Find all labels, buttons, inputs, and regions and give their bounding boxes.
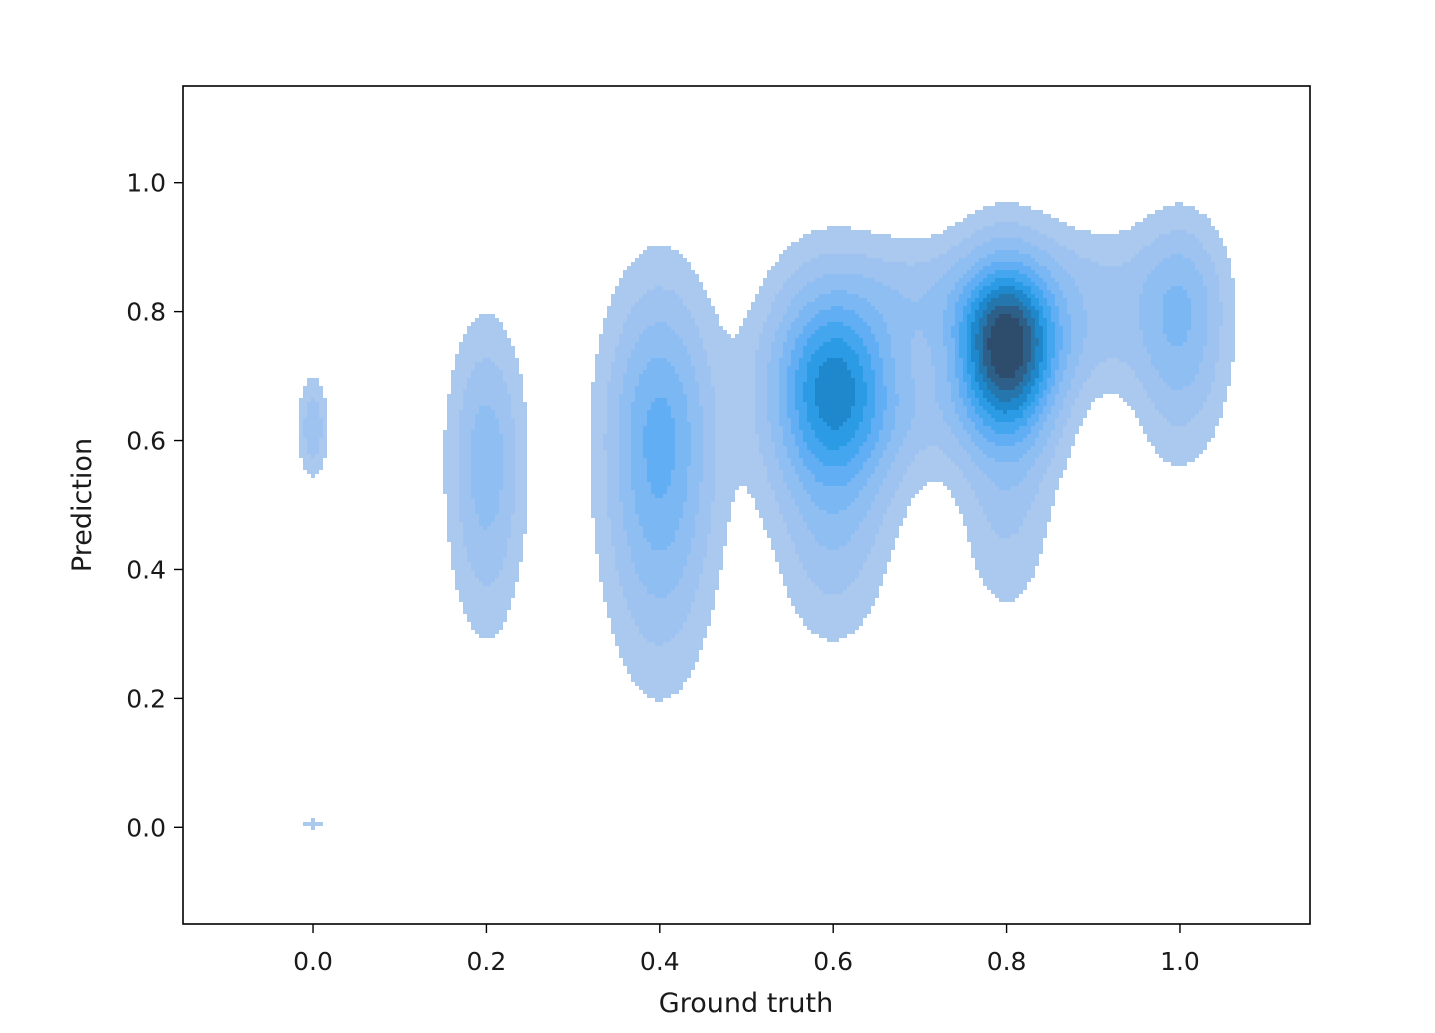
density-contours (299, 202, 1235, 830)
x-tick-label: 0.2 (467, 947, 507, 976)
y-tick-label: 0.0 (126, 813, 166, 842)
density-level-5 (643, 262, 1063, 498)
y-tick-label: 0.4 (126, 555, 166, 584)
plot-frame (182, 85, 1311, 925)
x-axis-label: Ground truth (659, 988, 833, 1019)
x-tick-label: 0.8 (987, 947, 1027, 976)
density-level-6 (795, 270, 1055, 466)
y-axis: 0.0 0.2 0.4 0.6 0.8 1.0 (126, 169, 183, 842)
x-tick-label: 0.0 (293, 947, 333, 976)
density-level-1 (299, 202, 1235, 830)
density-level-3 (471, 238, 1207, 598)
density-level-2 (303, 222, 1223, 646)
x-tick-label: 1.0 (1160, 947, 1200, 976)
y-axis-label: Prediction (67, 438, 98, 572)
y-tick-label: 0.6 (126, 427, 166, 456)
density-level-7 (803, 278, 1047, 450)
x-tick-label: 0.4 (640, 947, 680, 976)
x-tick-label: 0.6 (813, 947, 853, 976)
y-tick-label: 1.0 (126, 169, 166, 198)
y-tick-label: 0.2 (126, 684, 166, 713)
x-axis: 0.0 0.2 0.4 0.6 0.8 1.0 (293, 924, 1200, 976)
y-tick-label: 0.8 (126, 298, 166, 327)
density-level-8 (815, 286, 1043, 430)
density-level-11 (987, 314, 1023, 378)
